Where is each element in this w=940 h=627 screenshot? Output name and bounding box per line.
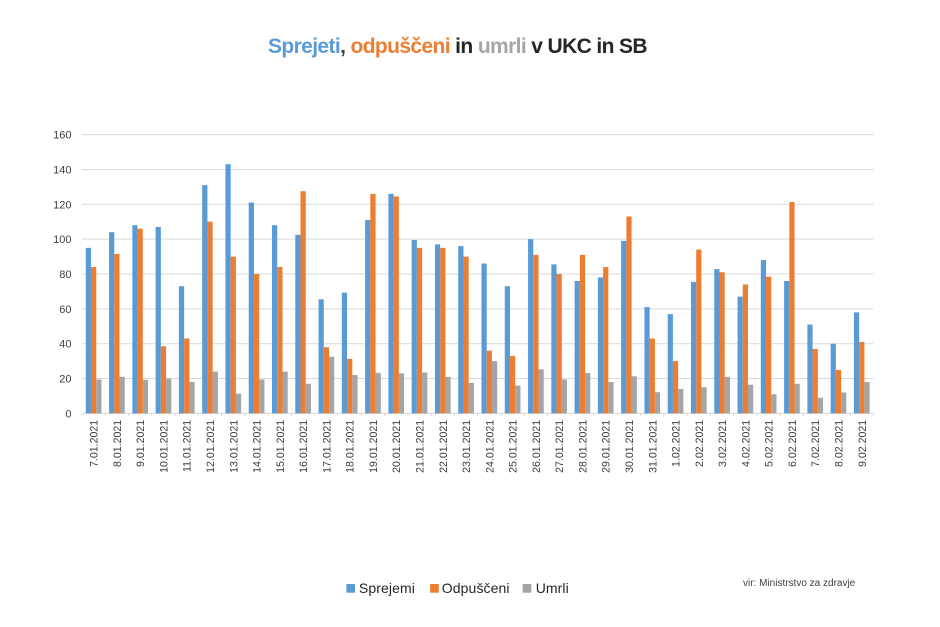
svg-text:30.01.2021: 30.01.2021 — [624, 420, 636, 473]
svg-text:21.01.2021: 21.01.2021 — [415, 420, 427, 473]
svg-text:15.01.2021: 15.01.2021 — [275, 420, 287, 473]
svg-text:20: 20 — [59, 374, 71, 386]
svg-text:7.02.2021: 7.02.2021 — [810, 420, 822, 467]
svg-text:5.02.2021: 5.02.2021 — [764, 420, 776, 467]
svg-text:0: 0 — [65, 408, 71, 420]
svg-text:10.01.2021: 10.01.2021 — [158, 420, 170, 473]
svg-text:140: 140 — [53, 164, 71, 176]
svg-text:9.01.2021: 9.01.2021 — [135, 420, 147, 467]
svg-text:11.01.2021: 11.01.2021 — [182, 420, 194, 472]
svg-text:14.01.2021: 14.01.2021 — [252, 420, 264, 473]
svg-text:29.01.2021: 29.01.2021 — [601, 420, 613, 473]
svg-text:100: 100 — [53, 234, 71, 246]
svg-text:1.02.2021: 1.02.2021 — [671, 420, 683, 467]
svg-text:17.01.2021: 17.01.2021 — [321, 420, 333, 473]
svg-text:120: 120 — [53, 199, 71, 211]
svg-text:27.01.2021: 27.01.2021 — [554, 420, 566, 473]
svg-text:26.01.2021: 26.01.2021 — [531, 420, 543, 473]
svg-text:22.01.2021: 22.01.2021 — [438, 420, 450, 473]
svg-text:vir: Ministrstvo za zdravje: vir: Ministrstvo za zdravje — [743, 578, 856, 589]
svg-text:3.02.2021: 3.02.2021 — [717, 420, 729, 467]
svg-text:Odpuščeni: Odpuščeni — [442, 580, 510, 596]
svg-text:Sprejemi: Sprejemi — [359, 580, 415, 596]
svg-text:25.01.2021: 25.01.2021 — [508, 420, 520, 473]
svg-text:8.01.2021: 8.01.2021 — [112, 420, 124, 467]
svg-text:23.01.2021: 23.01.2021 — [461, 420, 473, 473]
svg-text:28.01.2021: 28.01.2021 — [577, 420, 589, 473]
svg-text:31.01.2021: 31.01.2021 — [647, 420, 659, 473]
svg-text:2.02.2021: 2.02.2021 — [694, 420, 706, 467]
svg-text:160: 160 — [53, 130, 71, 142]
svg-text:Sprejeti, odpuščeni in umrli v: Sprejeti, odpuščeni in umrli v UKC in SB — [268, 35, 647, 58]
svg-text:6.02.2021: 6.02.2021 — [787, 420, 799, 467]
svg-text:60: 60 — [59, 304, 71, 316]
svg-text:13.01.2021: 13.01.2021 — [228, 420, 240, 473]
svg-text:16.01.2021: 16.01.2021 — [298, 420, 310, 473]
svg-text:20.01.2021: 20.01.2021 — [391, 420, 403, 473]
svg-text:24.01.2021: 24.01.2021 — [484, 420, 496, 473]
svg-text:8.02.2021: 8.02.2021 — [833, 420, 845, 467]
svg-text:4.02.2021: 4.02.2021 — [740, 420, 752, 467]
svg-text:Umrli: Umrli — [536, 580, 569, 596]
svg-text:18.01.2021: 18.01.2021 — [345, 420, 357, 473]
svg-text:19.01.2021: 19.01.2021 — [368, 420, 380, 473]
svg-text:9.02.2021: 9.02.2021 — [857, 420, 869, 467]
svg-text:80: 80 — [59, 269, 71, 281]
svg-text:40: 40 — [59, 339, 71, 351]
svg-text:7.01.2021: 7.01.2021 — [89, 420, 101, 467]
svg-text:12.01.2021: 12.01.2021 — [205, 420, 217, 473]
